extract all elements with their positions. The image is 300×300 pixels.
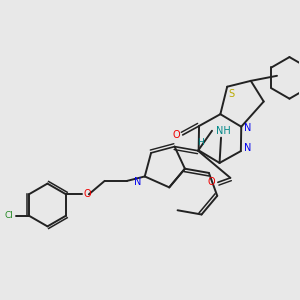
Text: NH: NH — [216, 126, 231, 136]
Text: O: O — [84, 189, 92, 199]
Text: N: N — [244, 123, 251, 133]
Text: Cl: Cl — [4, 211, 14, 220]
Text: N: N — [244, 142, 251, 152]
Text: H: H — [197, 138, 204, 147]
Text: S: S — [229, 89, 235, 99]
Text: O: O — [208, 177, 215, 187]
Text: O: O — [172, 130, 180, 140]
Text: N: N — [134, 177, 141, 187]
